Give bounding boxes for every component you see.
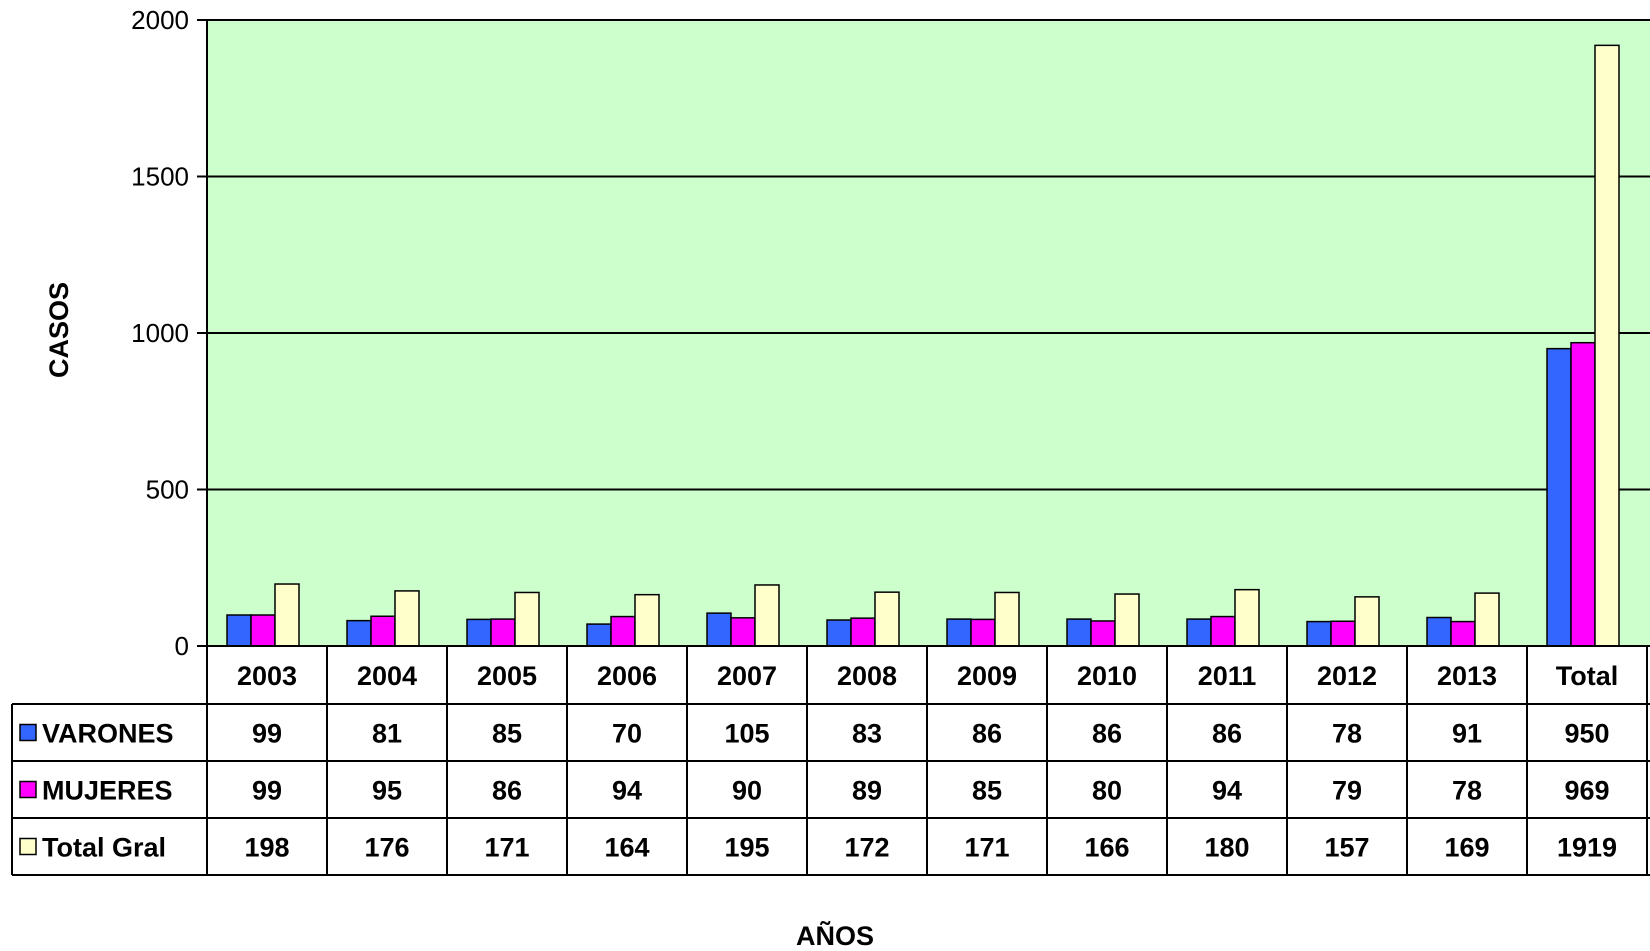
x-tick-label: 2013 bbox=[1437, 661, 1497, 691]
x-tick-label: 2008 bbox=[837, 661, 897, 691]
data-label: 80 bbox=[1092, 776, 1122, 806]
data-label: 171 bbox=[964, 833, 1009, 863]
bar-mujeres bbox=[1570, 341, 1596, 647]
bar-total-gral bbox=[1474, 592, 1500, 647]
x-tick-label: 2006 bbox=[597, 661, 657, 691]
data-label: 78 bbox=[1452, 776, 1482, 806]
bar-total-gral bbox=[1594, 44, 1620, 647]
data-label: 164 bbox=[604, 833, 649, 863]
data-label: 94 bbox=[612, 776, 642, 806]
data-label: 157 bbox=[1324, 833, 1369, 863]
legend-label: VARONES bbox=[42, 719, 174, 749]
data-label: 95 bbox=[372, 776, 402, 806]
data-label: 86 bbox=[1092, 719, 1122, 749]
data-label: 86 bbox=[972, 719, 1002, 749]
data-label: 105 bbox=[724, 719, 769, 749]
y-tick-label: 2000 bbox=[131, 5, 189, 35]
data-label: 172 bbox=[844, 833, 889, 863]
bar-mujeres bbox=[370, 615, 396, 647]
bar-total-gral bbox=[274, 583, 300, 647]
bar-mujeres bbox=[970, 618, 996, 647]
bar-mujeres bbox=[730, 617, 756, 647]
bar-varones bbox=[826, 619, 852, 647]
bar-mujeres bbox=[1450, 620, 1476, 647]
data-label: 169 bbox=[1444, 833, 1489, 863]
x-tick-label: Total bbox=[1556, 661, 1619, 691]
bar-varones bbox=[1306, 620, 1332, 647]
bar-mujeres bbox=[1090, 620, 1116, 647]
x-tick-label: 2010 bbox=[1077, 661, 1137, 691]
legend-label: Total Gral bbox=[42, 833, 166, 863]
bar-varones bbox=[346, 619, 372, 647]
data-label: 195 bbox=[724, 833, 769, 863]
data-label: 180 bbox=[1204, 833, 1249, 863]
data-label: 86 bbox=[492, 776, 522, 806]
bar-varones bbox=[1066, 618, 1092, 647]
bar-mujeres bbox=[490, 618, 516, 647]
data-label: 969 bbox=[1564, 776, 1609, 806]
x-tick-label: 2007 bbox=[717, 661, 777, 691]
bar-total-gral bbox=[994, 591, 1020, 647]
data-label: 950 bbox=[1564, 719, 1609, 749]
data-label: 86 bbox=[1212, 719, 1242, 749]
data-label: 1919 bbox=[1557, 833, 1617, 863]
data-label: 70 bbox=[612, 719, 642, 749]
data-label: 78 bbox=[1332, 719, 1362, 749]
bar-varones bbox=[946, 618, 972, 647]
bar-total-gral bbox=[634, 593, 660, 647]
legend-swatch bbox=[19, 780, 37, 799]
bar-mujeres bbox=[850, 617, 876, 647]
data-label: 85 bbox=[972, 776, 1002, 806]
bar-total-gral bbox=[874, 591, 900, 647]
bar-varones bbox=[1546, 347, 1572, 647]
x-tick-label: 2005 bbox=[477, 661, 537, 691]
data-label: 91 bbox=[1452, 719, 1482, 749]
bar-varones bbox=[1426, 616, 1452, 647]
x-tick-label: 2012 bbox=[1317, 661, 1377, 691]
data-label: 79 bbox=[1332, 776, 1362, 806]
bar-mujeres bbox=[250, 614, 276, 647]
bar-varones bbox=[226, 614, 252, 647]
legend-swatch bbox=[19, 837, 37, 856]
bar-varones bbox=[466, 618, 492, 647]
data-label: 85 bbox=[492, 719, 522, 749]
y-tick-label: 1500 bbox=[131, 162, 189, 192]
bar-total-gral bbox=[1234, 588, 1260, 647]
bar-mujeres bbox=[1330, 620, 1356, 647]
y-tick-label: 1000 bbox=[131, 318, 189, 348]
data-label: 90 bbox=[732, 776, 762, 806]
bar-varones bbox=[706, 612, 732, 647]
y-axis-title: CASOS bbox=[44, 282, 74, 378]
data-label: 99 bbox=[252, 776, 282, 806]
data-label: 94 bbox=[1212, 776, 1242, 806]
bar-total-gral bbox=[514, 591, 540, 647]
y-tick-label: 500 bbox=[146, 475, 189, 505]
data-label: 81 bbox=[372, 719, 402, 749]
bar-total-gral bbox=[394, 590, 420, 647]
data-label: 198 bbox=[244, 833, 289, 863]
data-label: 171 bbox=[484, 833, 529, 863]
data-label: 99 bbox=[252, 719, 282, 749]
x-axis-title: AÑOS bbox=[796, 920, 874, 951]
bar-varones bbox=[586, 623, 612, 647]
bar-total-gral bbox=[754, 584, 780, 647]
bar-total-gral bbox=[1354, 596, 1380, 647]
x-tick-label: 2003 bbox=[237, 661, 297, 691]
bar-mujeres bbox=[610, 615, 636, 647]
y-tick-label: 0 bbox=[175, 631, 189, 661]
bar-total-gral bbox=[1114, 593, 1140, 647]
x-tick-label: 2011 bbox=[1198, 661, 1257, 691]
data-label: 83 bbox=[852, 719, 882, 749]
bar-mujeres bbox=[1210, 615, 1236, 647]
legend-swatch bbox=[19, 723, 37, 742]
legend-label: MUJERES bbox=[42, 776, 173, 806]
x-tick-label: 2009 bbox=[957, 661, 1017, 691]
bar-varones bbox=[1186, 618, 1212, 647]
data-label: 176 bbox=[364, 833, 409, 863]
data-label: 166 bbox=[1084, 833, 1129, 863]
x-tick-label: 2004 bbox=[357, 661, 417, 691]
data-label: 89 bbox=[852, 776, 882, 806]
